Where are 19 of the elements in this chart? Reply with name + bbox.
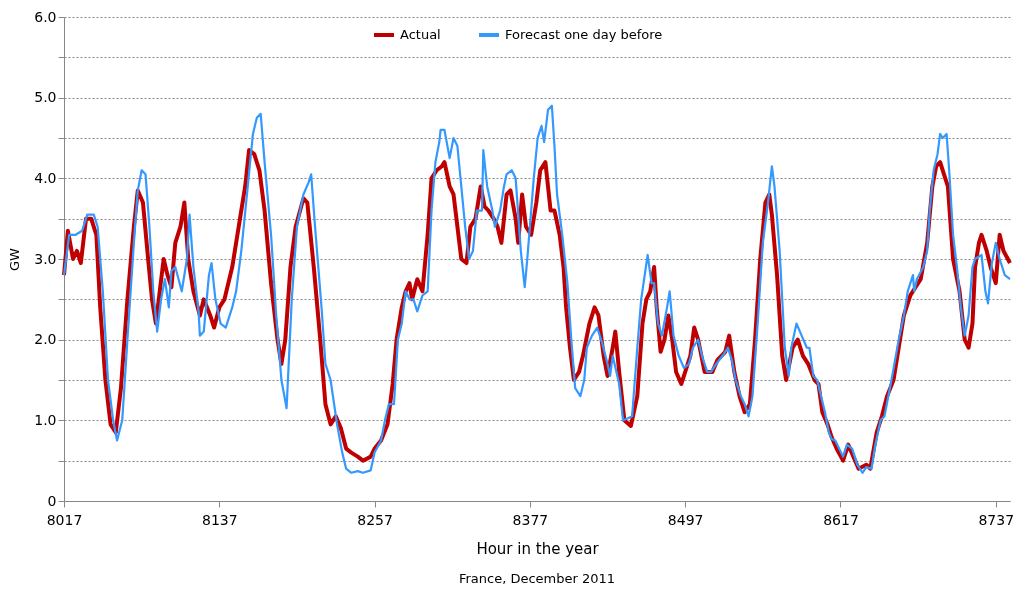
y-tick-label: 2.0 <box>34 331 57 348</box>
x-tick-label: 8377 <box>512 511 549 528</box>
x-tick-label: 8257 <box>357 511 393 528</box>
y-axis-title: GW <box>7 247 23 271</box>
x-tick-label: 8497 <box>667 511 704 528</box>
x-tick-label: 8017 <box>46 511 83 528</box>
x-tick-label: 8137 <box>201 511 238 528</box>
legend-label: Actual <box>400 27 441 42</box>
y-tick-label: 3.0 <box>34 250 57 267</box>
x-tick-label: 8617 <box>823 511 859 528</box>
y-tick-label: 0 <box>47 492 57 509</box>
y-tick-label: 1.0 <box>34 411 57 428</box>
x-axis-title: Hour in the year <box>476 539 600 558</box>
x-tick-label: 8737 <box>978 511 1015 528</box>
text: France, December 2011 <box>458 571 616 586</box>
y-tick-label: 6.0 <box>34 8 57 25</box>
legend-label: Forecast one day before <box>505 27 663 42</box>
y-tick-label: 5.0 <box>34 89 57 106</box>
y-tick-label: 4.0 <box>34 169 57 186</box>
